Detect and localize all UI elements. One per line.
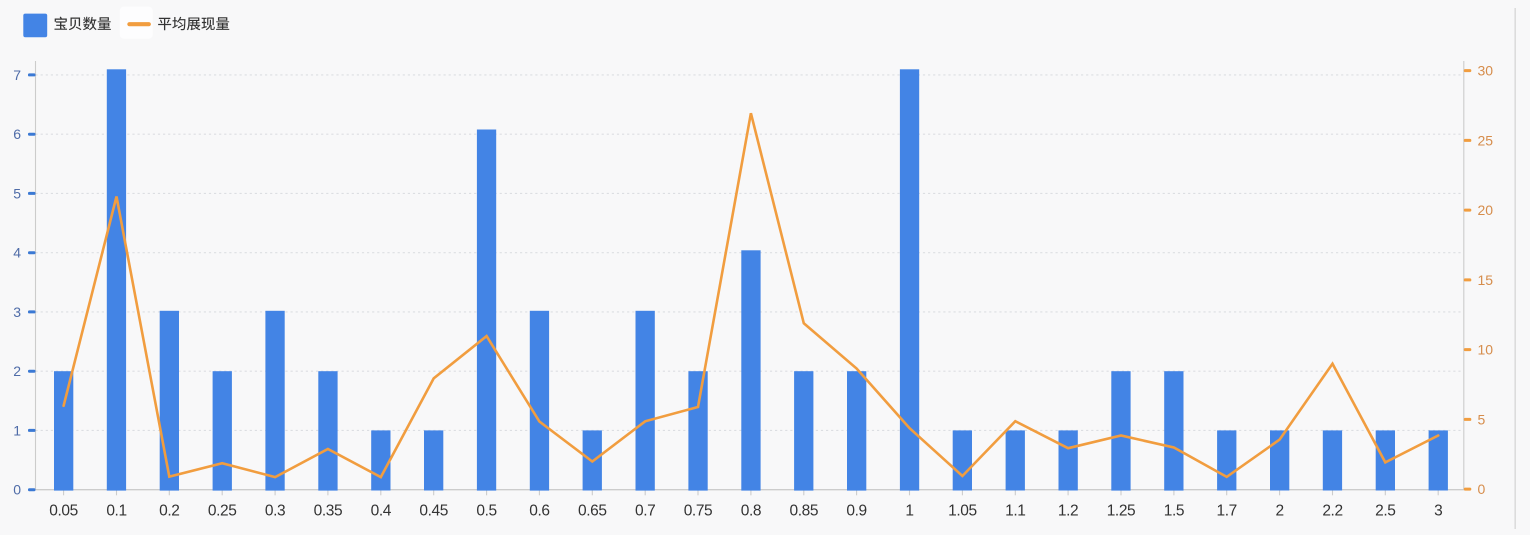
svg-text:0: 0 <box>1478 481 1486 497</box>
svg-text:3: 3 <box>13 304 21 320</box>
svg-text:2.2: 2.2 <box>1322 503 1342 520</box>
svg-text:0.1: 0.1 <box>106 503 126 520</box>
svg-text:0.3: 0.3 <box>265 503 285 520</box>
svg-text:2: 2 <box>1275 503 1283 520</box>
svg-text:0.4: 0.4 <box>371 503 392 520</box>
svg-text:0.6: 0.6 <box>529 503 549 520</box>
svg-text:2: 2 <box>13 363 21 379</box>
svg-text:10: 10 <box>1478 342 1494 358</box>
svg-text:1.05: 1.05 <box>948 503 977 520</box>
svg-text:7: 7 <box>13 67 21 83</box>
svg-text:0.05: 0.05 <box>49 503 78 520</box>
svg-text:6: 6 <box>13 126 21 142</box>
svg-text:0.65: 0.65 <box>578 503 607 520</box>
svg-text:0.35: 0.35 <box>314 503 343 520</box>
svg-text:0.25: 0.25 <box>208 503 237 520</box>
svg-text:4: 4 <box>13 245 21 261</box>
svg-text:25: 25 <box>1478 132 1494 148</box>
svg-text:0.7: 0.7 <box>635 503 655 520</box>
svg-text:0.45: 0.45 <box>419 503 448 520</box>
svg-text:1.7: 1.7 <box>1217 503 1237 520</box>
svg-text:15: 15 <box>1478 272 1494 288</box>
svg-text:1.2: 1.2 <box>1058 503 1078 520</box>
svg-text:1.25: 1.25 <box>1107 503 1136 520</box>
svg-text:1: 1 <box>905 503 913 520</box>
svg-text:5: 5 <box>1478 411 1486 427</box>
svg-text:1.1: 1.1 <box>1005 503 1025 520</box>
svg-text:0.85: 0.85 <box>790 503 819 520</box>
svg-text:1: 1 <box>13 422 21 438</box>
svg-text:30: 30 <box>1478 63 1494 79</box>
svg-text:0.75: 0.75 <box>684 503 713 520</box>
svg-text:0.2: 0.2 <box>159 503 179 520</box>
svg-text:0.8: 0.8 <box>741 503 761 520</box>
svg-text:1.5: 1.5 <box>1164 503 1184 520</box>
svg-text:0.9: 0.9 <box>846 503 866 520</box>
svg-text:3: 3 <box>1434 503 1442 520</box>
svg-text:5: 5 <box>13 185 21 201</box>
svg-text:0.5: 0.5 <box>476 503 496 520</box>
svg-text:2.5: 2.5 <box>1375 503 1395 520</box>
svg-text:0: 0 <box>13 482 21 498</box>
svg-text:20: 20 <box>1478 202 1494 218</box>
